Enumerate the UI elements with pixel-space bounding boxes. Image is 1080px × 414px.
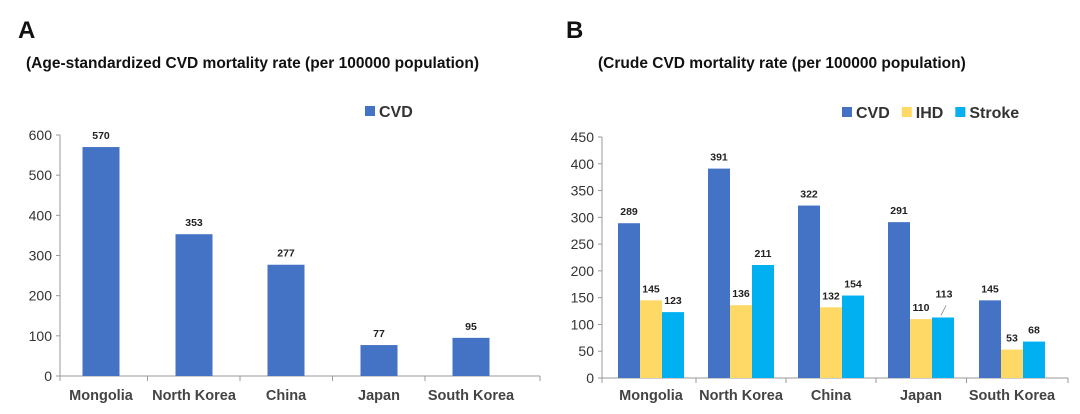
y-tick-label: 450: [571, 129, 595, 145]
y-tick-label: 0: [44, 368, 52, 384]
bar-cvd-mongolia: [618, 223, 640, 378]
data-label-cvd-mongolia: 570: [92, 130, 110, 142]
leader-line: [940, 305, 947, 316]
y-tick-label: 0: [586, 370, 594, 386]
bar-ihd-japan: [910, 319, 932, 378]
bar-ihd-mongolia: [640, 300, 662, 378]
data-label-cvd-north-korea: 353: [185, 217, 203, 229]
data-label-cvd-south-korea: 95: [465, 321, 477, 333]
y-tick-label: 200: [571, 263, 595, 279]
data-label-cvd-japan: 291: [890, 205, 908, 217]
panel-b-letter: B: [566, 17, 583, 44]
bar-cvd-japan: [360, 345, 398, 376]
y-tick-label: 100: [571, 316, 595, 332]
bar-cvd-china: [798, 205, 820, 378]
data-label-cvd-china: 322: [800, 189, 818, 201]
legend-label-ihd: IHD: [916, 105, 944, 122]
data-label-ihd-japan: 110: [913, 302, 930, 314]
panel-a-title: (Age-standardized CVD mortality rate (pe…: [26, 55, 479, 72]
y-tick-label: 50: [578, 343, 594, 359]
category-label-north-korea: North Korea: [152, 388, 237, 404]
y-tick-label: 400: [29, 207, 53, 223]
panel-b-plot-area: 0 50 100 150 200 250 300 350 400 450 Mongolia North…: [571, 129, 1069, 404]
bar-ihd-china: [820, 307, 842, 378]
category-label-north-korea: North Korea: [699, 388, 784, 404]
bar-ihd-north-korea: [730, 305, 752, 378]
legend-swatch-stroke: [955, 107, 966, 117]
data-label-stroke-china: 154: [844, 279, 862, 291]
data-label-cvd-north-korea: 391: [710, 152, 728, 164]
bar-cvd-mongolia: [82, 147, 120, 376]
legend-label-stroke: Stroke: [969, 105, 1019, 122]
y-tick-label: 200: [29, 288, 53, 304]
panel-a-letter: A: [18, 17, 35, 44]
category-label-mongolia: Mongolia: [69, 388, 134, 404]
bar-stroke-mongolia: [662, 312, 684, 378]
data-label-ihd-north-korea: 136: [732, 288, 750, 300]
panel-b: B (Crude CVD mortality rate (per 100000 …: [566, 17, 1069, 404]
bar-cvd-north-korea: [175, 234, 213, 376]
category-label-mongolia: Mongolia: [619, 388, 684, 404]
bar-stroke-south-korea: [1023, 341, 1045, 378]
category-label-japan: Japan: [900, 388, 942, 404]
y-tick-label: 300: [571, 209, 595, 225]
y-tick-label: 350: [571, 183, 595, 199]
y-tick-label: 250: [571, 236, 595, 252]
data-label-ihd-south-korea: 53: [1006, 333, 1018, 345]
bar-stroke-north-korea: [752, 264, 774, 378]
category-label-china: China: [266, 388, 307, 404]
y-tick-label: 150: [571, 290, 595, 306]
panel-b-legend: CVD IHD Stroke: [842, 105, 1019, 122]
category-label-south-korea: South Korea: [428, 388, 515, 404]
y-tick-label: 600: [29, 127, 53, 143]
legend-swatch-ihd: [901, 107, 912, 117]
y-tick-label: 500: [29, 167, 53, 183]
bar-cvd-north-korea: [708, 168, 730, 378]
bar-stroke-japan: [932, 317, 954, 378]
data-label-cvd-japan: 77: [373, 328, 385, 340]
bar-cvd-china: [267, 264, 305, 376]
data-label-stroke-mongolia: 123: [664, 295, 682, 307]
data-label-stroke-south-korea: 68: [1028, 325, 1040, 337]
y-tick-label: 400: [571, 156, 595, 172]
category-label-south-korea: South Korea: [969, 388, 1056, 404]
bar-cvd-south-korea: [979, 300, 1001, 378]
y-tick-label: 100: [29, 328, 53, 344]
bar-cvd-japan: [888, 222, 910, 378]
data-label-cvd-mongolia: 289: [620, 206, 638, 218]
legend-swatch-cvd: [842, 107, 852, 117]
panel-a-legend: CVD: [365, 104, 413, 121]
data-label-stroke-japan: 113: [936, 288, 953, 300]
bar-ihd-south-korea: [1001, 349, 1023, 378]
category-label-japan: Japan: [358, 388, 400, 404]
legend-swatch-cvd: [365, 106, 375, 116]
bar-cvd-south-korea: [452, 337, 490, 376]
panel-a-plot-area: 0 100 200 300 400 500 600 Mongolia North Korea Ch…: [29, 127, 541, 404]
legend-label-cvd: CVD: [379, 104, 413, 121]
panel-a: A (Age-standardized CVD mortality rate (…: [18, 17, 541, 404]
data-label-ihd-mongolia: 145: [642, 283, 660, 295]
data-label-cvd-south-korea: 145: [981, 283, 999, 295]
y-tick-label: 300: [29, 248, 53, 264]
bar-stroke-china: [842, 295, 864, 378]
data-label-cvd-china: 277: [277, 248, 295, 260]
data-label-stroke-north-korea: 211: [755, 248, 772, 260]
category-label-china: China: [811, 388, 852, 404]
data-label-ihd-china: 132: [822, 290, 840, 302]
panel-b-title: (Crude CVD mortality rate (per 100000 po…: [598, 55, 966, 72]
legend-label-cvd: CVD: [856, 105, 890, 122]
